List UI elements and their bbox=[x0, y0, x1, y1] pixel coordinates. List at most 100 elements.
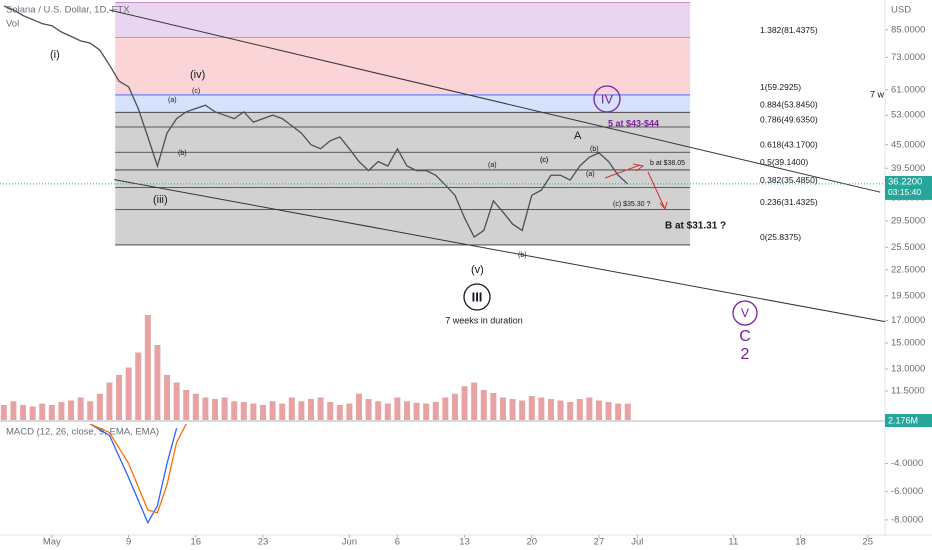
volume-bar bbox=[432, 402, 439, 420]
x-tick-label: 9 bbox=[126, 537, 131, 548]
volume-bar bbox=[96, 393, 103, 420]
volume-bar bbox=[58, 402, 65, 420]
wave: (a) bbox=[586, 171, 595, 178]
macd-label: MACD (12, 26, close, 9, EMA, EMA) bbox=[6, 427, 159, 438]
volume-bar bbox=[173, 382, 180, 420]
volume-bar bbox=[20, 405, 27, 420]
fib-label: 0.884(53.8450) bbox=[760, 100, 818, 110]
note: (c) $35.30 ? bbox=[613, 201, 650, 208]
volume-bar bbox=[413, 402, 420, 420]
volume-bar bbox=[346, 403, 353, 420]
y-tick-label: 53.0000 bbox=[891, 110, 925, 121]
arrow bbox=[647, 171, 668, 211]
volume-bar bbox=[624, 403, 631, 420]
volume-bar bbox=[375, 401, 382, 420]
volume-bar bbox=[307, 399, 314, 420]
volume-bar bbox=[615, 403, 622, 420]
wave: 2 bbox=[741, 346, 750, 363]
volume-bar bbox=[509, 399, 516, 420]
volume-bar bbox=[106, 382, 113, 420]
fib-zone bbox=[115, 152, 691, 170]
x-tick-label: 20 bbox=[526, 537, 537, 548]
fib-label: 1(59.2925) bbox=[760, 82, 801, 92]
fib-label: 0.618(43.1700) bbox=[760, 139, 818, 149]
volume-bar bbox=[29, 406, 36, 420]
wave: A bbox=[574, 130, 582, 142]
volume-bar bbox=[68, 400, 75, 420]
fib-zone bbox=[115, 2, 691, 38]
y-tick-label: 61.0000 bbox=[891, 84, 925, 95]
x-tick-label: 18 bbox=[795, 537, 806, 548]
volume-bar bbox=[183, 390, 190, 420]
price-tag bbox=[885, 175, 932, 200]
volume-bar bbox=[336, 405, 343, 420]
wave: (iv) bbox=[190, 69, 205, 81]
note: 5 at $43-$44 bbox=[608, 118, 659, 128]
arrow bbox=[604, 163, 645, 179]
volume-bar bbox=[10, 401, 17, 420]
y-tick-label: 39.5000 bbox=[891, 163, 925, 174]
volume-bar bbox=[212, 399, 219, 420]
y-tick-label: 45.0000 bbox=[891, 139, 925, 150]
y-tick-label: 25.5000 bbox=[891, 242, 925, 253]
currency: USD bbox=[891, 5, 911, 16]
wave: (c) bbox=[540, 157, 548, 164]
fib-label: 0.5(39.1400) bbox=[760, 157, 808, 167]
volume-bar bbox=[144, 315, 151, 420]
volume-bar bbox=[250, 403, 257, 420]
wave: III bbox=[472, 289, 483, 304]
volume-bar bbox=[595, 400, 602, 420]
y-tick-label: -8.0000 bbox=[891, 514, 923, 525]
y-tick-label: 22.5000 bbox=[891, 264, 925, 275]
y-tick-label: 19.5000 bbox=[891, 290, 925, 301]
y-tick-label: 29.5000 bbox=[891, 216, 925, 227]
note: 7 w bbox=[870, 89, 885, 99]
volume-bar bbox=[269, 401, 276, 420]
fib-zone bbox=[115, 127, 691, 153]
wave: (b) bbox=[590, 146, 599, 153]
trend-line bbox=[114, 179, 886, 323]
wave: (b) bbox=[518, 252, 527, 259]
wave: (v) bbox=[471, 264, 484, 276]
macd-line bbox=[89, 424, 178, 525]
fib-zone bbox=[115, 112, 691, 128]
volume-bar bbox=[519, 400, 526, 420]
wave: (i) bbox=[50, 49, 60, 61]
volume-bar bbox=[355, 393, 362, 420]
price-line bbox=[3, 5, 629, 238]
volume-bar bbox=[87, 401, 94, 420]
volume-bar bbox=[154, 345, 161, 420]
fib-label: 0(25.8375) bbox=[760, 232, 801, 242]
wave: (b) bbox=[178, 150, 187, 157]
x-tick-label: 13 bbox=[459, 537, 470, 548]
badge bbox=[463, 283, 491, 311]
volume-bar bbox=[547, 399, 554, 420]
volume-bar bbox=[461, 386, 468, 420]
volume-bar bbox=[480, 390, 487, 420]
x-tick-label: 27 bbox=[594, 537, 605, 548]
y-tick-label: -4.0000 bbox=[891, 458, 923, 469]
fib-label: 0.786(49.6350) bbox=[760, 114, 818, 124]
wave: (iii) bbox=[153, 194, 168, 206]
volume-bar bbox=[394, 397, 401, 420]
volume-bar bbox=[557, 400, 564, 420]
fib-label: 1.382(81.4375) bbox=[760, 25, 818, 35]
fib-zone bbox=[115, 169, 691, 188]
volume-bar bbox=[365, 399, 372, 420]
countdown: 03:15:40 bbox=[888, 187, 921, 197]
wave: IV bbox=[601, 91, 614, 106]
y-tick-label: 73.0000 bbox=[891, 52, 925, 63]
volume-tag-label: 2.176M bbox=[888, 415, 918, 425]
volume-bar bbox=[471, 382, 478, 420]
x-tick-label: 6 bbox=[395, 537, 400, 548]
volume-bar bbox=[403, 401, 410, 420]
volume-bar bbox=[451, 393, 458, 420]
x-tick-label: 23 bbox=[258, 537, 269, 548]
vol-label: Vol bbox=[6, 19, 19, 30]
volume-bar bbox=[0, 405, 7, 420]
volume-bar bbox=[231, 401, 238, 420]
badge bbox=[593, 85, 621, 113]
fib-zone bbox=[115, 187, 691, 210]
y-tick-label: 17.0000 bbox=[891, 315, 925, 326]
